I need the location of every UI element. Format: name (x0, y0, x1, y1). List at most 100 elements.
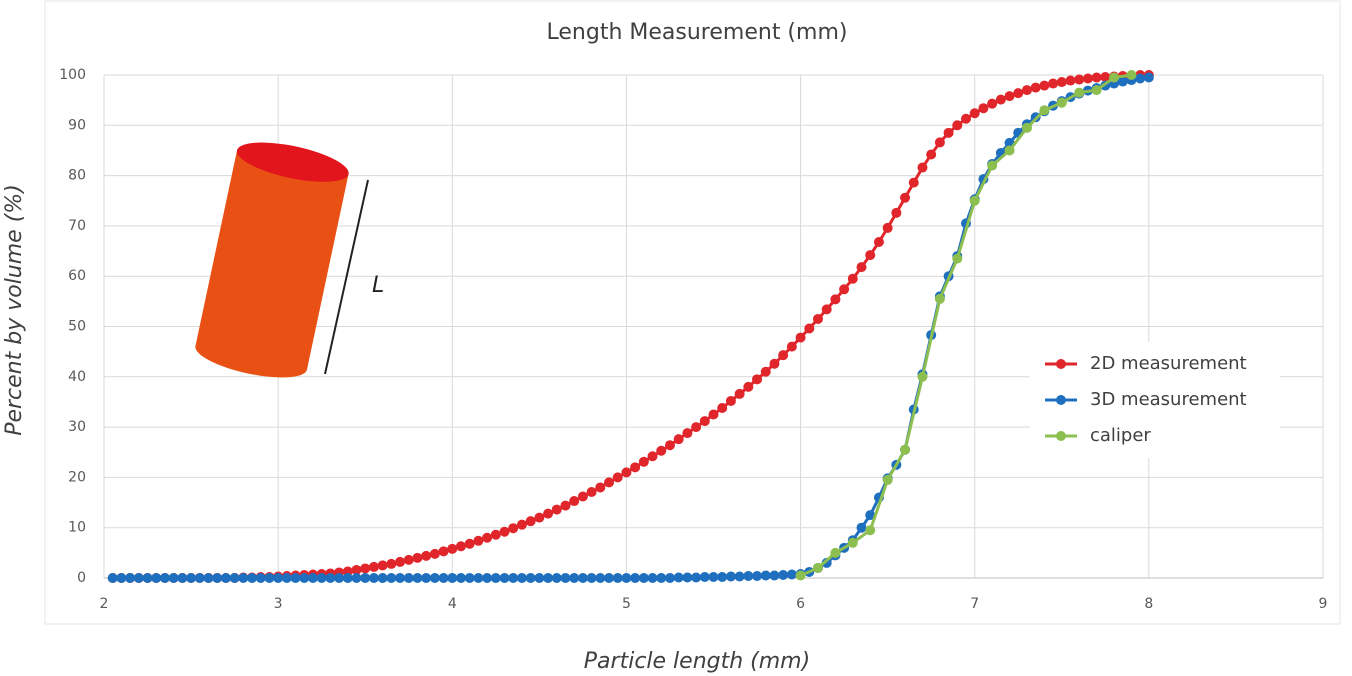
data-point (882, 474, 893, 485)
data-point (194, 573, 205, 583)
data-point (891, 207, 902, 218)
data-point (290, 573, 301, 583)
y-tick-label: 90 (68, 117, 86, 133)
data-point (447, 573, 458, 583)
data-point (725, 395, 736, 406)
data-point (778, 569, 789, 580)
x-tick-label: 7 (970, 596, 979, 612)
data-point (508, 573, 519, 583)
data-point (516, 519, 527, 530)
data-point (682, 428, 693, 439)
data-point (159, 573, 170, 583)
data-point (969, 108, 980, 119)
data-point (403, 573, 414, 583)
data-point (1013, 88, 1024, 99)
data-point (307, 573, 318, 583)
data-point (1074, 87, 1085, 98)
data-point (786, 341, 797, 352)
data-point (900, 192, 911, 203)
data-point (934, 137, 945, 148)
y-tick-label: 100 (59, 67, 86, 83)
data-point (151, 573, 162, 583)
data-point (569, 496, 580, 507)
y-tick-label: 60 (68, 268, 86, 284)
data-point (255, 573, 266, 583)
cylinder-top (236, 142, 349, 182)
y-tick-label: 20 (68, 469, 86, 485)
length-label: L (372, 273, 384, 298)
data-point (952, 253, 963, 264)
data-point (1126, 70, 1137, 80)
length-indicator (324, 179, 369, 375)
data-point (952, 120, 963, 131)
data-point (673, 572, 684, 583)
data-point (856, 522, 867, 533)
legend-label: 2D measurement (1090, 353, 1247, 374)
data-point (839, 284, 850, 295)
y-tick-label: 50 (68, 319, 86, 335)
data-point (821, 557, 832, 568)
data-point (473, 573, 484, 583)
data-point (604, 477, 615, 488)
data-point (604, 573, 615, 583)
y-tick-label: 0 (77, 570, 86, 586)
data-point (516, 573, 527, 583)
data-point (978, 103, 989, 114)
data-point (455, 541, 466, 552)
data-point (482, 573, 493, 583)
data-point (1074, 74, 1085, 85)
data-point (612, 472, 623, 483)
data-point (168, 573, 179, 583)
data-point (543, 573, 554, 583)
data-point (577, 491, 588, 502)
data-point (699, 571, 710, 582)
x-tick-label: 2 (100, 596, 109, 612)
legend-marker (1056, 395, 1066, 405)
y-axis-label: Percent by volume (%) (2, 184, 27, 436)
data-point (360, 573, 371, 583)
data-point (760, 570, 771, 581)
data-point (647, 573, 658, 583)
legend: 2D measurement 3D measurement caliper (1030, 342, 1280, 458)
data-point (752, 374, 763, 385)
data-point (725, 571, 736, 582)
data-point (377, 560, 388, 571)
x-tick-label: 4 (448, 596, 457, 612)
data-point (900, 444, 911, 455)
data-point (673, 434, 684, 445)
data-point (1030, 82, 1041, 93)
data-point (708, 571, 719, 582)
data-point (743, 570, 754, 581)
chart-title: Length Measurement (mm) (547, 20, 848, 45)
data-point (847, 273, 858, 284)
data-point (438, 546, 449, 557)
data-point (804, 323, 815, 334)
data-point (229, 573, 240, 583)
data-point (560, 573, 571, 583)
data-point (821, 304, 832, 315)
data-point (691, 422, 702, 433)
data-point (882, 222, 893, 233)
data-point (621, 467, 632, 478)
data-point (717, 402, 728, 413)
data-point (1100, 72, 1111, 83)
data-point (769, 358, 780, 369)
data-point (752, 570, 763, 581)
legend-label: 3D measurement (1090, 389, 1247, 410)
data-point (778, 350, 789, 361)
data-point (490, 529, 501, 540)
data-point (499, 526, 510, 537)
data-point (203, 573, 214, 583)
data-point (534, 573, 545, 583)
data-point (1091, 85, 1102, 96)
data-point (107, 573, 118, 583)
data-point (447, 543, 458, 554)
data-point (525, 516, 536, 527)
data-point (342, 573, 353, 583)
data-point (856, 262, 867, 273)
data-point (830, 294, 841, 305)
series-line (799, 73, 1132, 577)
data-point (264, 573, 275, 583)
data-point (412, 552, 423, 563)
data-point (534, 512, 545, 523)
